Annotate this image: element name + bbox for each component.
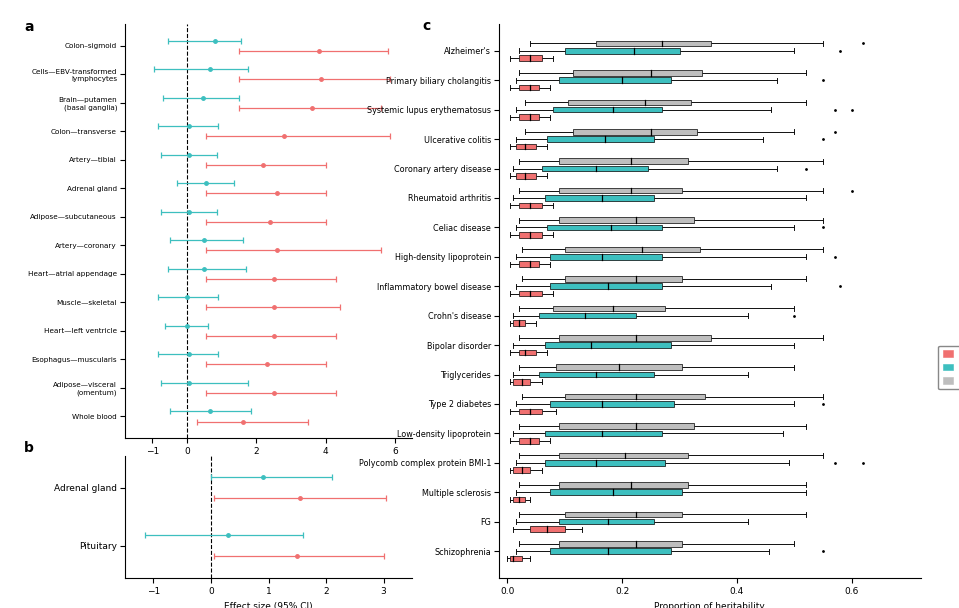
Text: b: b: [24, 441, 34, 455]
Text: a: a: [24, 20, 34, 34]
Bar: [516, 173, 536, 179]
Bar: [565, 511, 683, 517]
Bar: [573, 129, 697, 134]
Bar: [548, 136, 654, 142]
Bar: [519, 438, 539, 444]
Bar: [559, 335, 711, 340]
Bar: [513, 468, 530, 473]
Text: c: c: [423, 19, 431, 33]
Bar: [559, 217, 694, 223]
X-axis label: Effect size (95% CI): Effect size (95% CI): [224, 462, 313, 471]
Bar: [545, 195, 654, 201]
Bar: [519, 114, 539, 120]
Bar: [559, 188, 683, 193]
Bar: [548, 224, 663, 230]
Bar: [513, 379, 530, 385]
Bar: [519, 261, 539, 267]
Legend: 3'aQTL, eQTL: 3'aQTL, eQTL: [516, 502, 567, 531]
Bar: [565, 48, 680, 54]
Bar: [596, 41, 711, 46]
Bar: [510, 556, 522, 561]
X-axis label: Effect size (95% CI): Effect size (95% CI): [224, 602, 313, 608]
Bar: [550, 489, 683, 495]
Bar: [559, 158, 689, 164]
Bar: [519, 350, 536, 355]
X-axis label: Proportion of heritability: Proportion of heritability: [654, 602, 765, 608]
Bar: [519, 291, 542, 296]
Bar: [545, 342, 671, 348]
Bar: [553, 107, 663, 112]
Bar: [556, 364, 683, 370]
Bar: [550, 401, 674, 407]
Bar: [516, 143, 536, 149]
Bar: [513, 497, 525, 502]
Bar: [559, 453, 689, 458]
Bar: [513, 320, 525, 326]
Bar: [565, 394, 706, 399]
Bar: [550, 283, 663, 289]
Bar: [559, 519, 654, 525]
Bar: [542, 166, 648, 171]
Bar: [553, 306, 666, 311]
Bar: [568, 100, 691, 105]
Bar: [565, 276, 683, 282]
Bar: [559, 423, 694, 429]
Bar: [519, 232, 542, 238]
Bar: [559, 77, 671, 83]
Legend: 3'aQTL, eQTL, sQTL: 3'aQTL, eQTL, sQTL: [939, 345, 959, 389]
Bar: [530, 527, 565, 532]
Bar: [539, 313, 637, 319]
Bar: [550, 548, 671, 554]
Bar: [565, 247, 700, 252]
Bar: [539, 371, 654, 378]
Bar: [545, 430, 663, 436]
Bar: [545, 460, 666, 466]
Bar: [559, 482, 689, 488]
Bar: [519, 409, 542, 414]
Bar: [519, 202, 542, 208]
Bar: [550, 254, 663, 260]
Bar: [519, 85, 539, 91]
Bar: [559, 541, 683, 547]
Bar: [573, 70, 703, 75]
Bar: [519, 55, 542, 61]
